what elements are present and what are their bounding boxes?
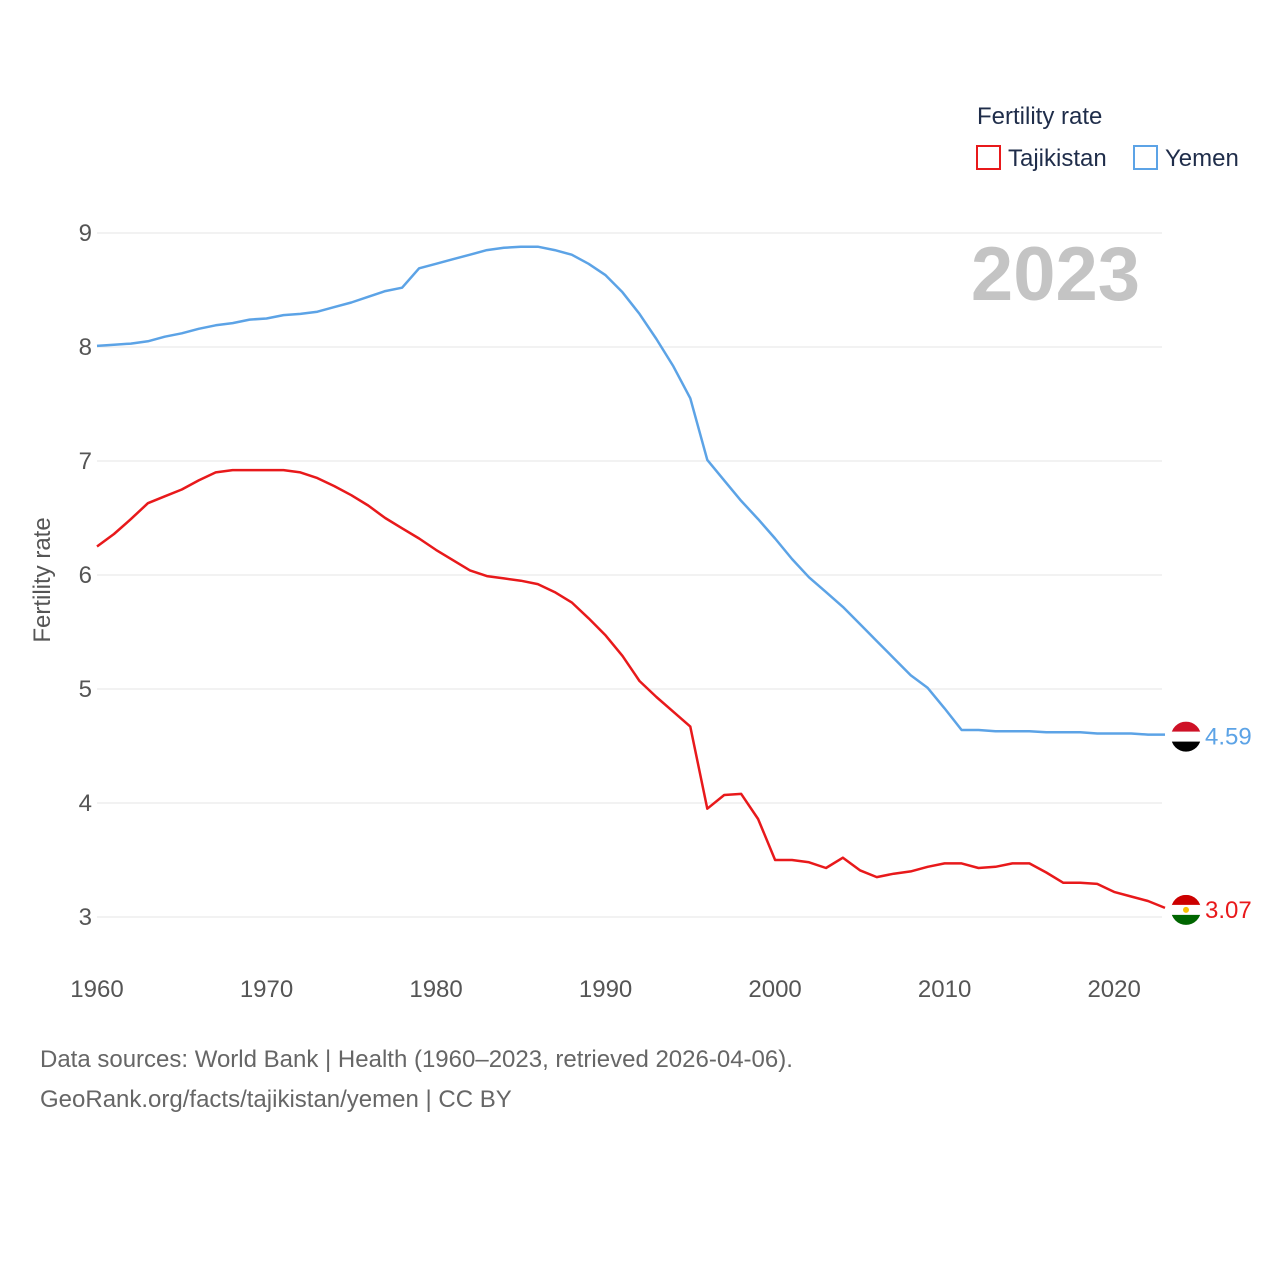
legend-item-tajikistan[interactable]: Tajikistan <box>976 145 1107 172</box>
y-tick-label-4: 4 <box>79 790 92 817</box>
x-tick-label-1960: 1960 <box>70 976 123 1003</box>
source-url-line: GeoRank.org/facts/tajikistan/yemen | CC … <box>40 1086 512 1113</box>
data-sources-line: Data sources: World Bank | Health (1960–… <box>40 1046 793 1073</box>
legend-swatch-tajikistan <box>976 145 1001 170</box>
legend-swatch-yemen <box>1133 145 1158 170</box>
y-tick-label-9: 9 <box>79 220 92 247</box>
x-tick-label-1980: 1980 <box>409 976 462 1003</box>
series-line-yemen <box>96 245 1165 736</box>
year-watermark: 2023 <box>971 232 1140 317</box>
y-axis-title: Fertility rate <box>29 517 56 642</box>
flag-yemen-icon <box>1171 721 1201 752</box>
x-axis-ticks: 1960 1970 1980 1990 2000 2010 2020 <box>70 976 1141 1003</box>
legend-label-yemen: Yemen <box>1165 145 1239 172</box>
x-tick-label-1970: 1970 <box>240 976 293 1003</box>
y-tick-label-3: 3 <box>79 904 92 931</box>
end-marker-tajikistan: 3.07 <box>1171 894 1252 925</box>
x-tick-label-1990: 1990 <box>579 976 632 1003</box>
end-marker-yemen: 4.59 <box>1171 721 1252 752</box>
x-tick-label-2000: 2000 <box>748 976 801 1003</box>
end-value-label-yemen: 4.59 <box>1205 724 1252 751</box>
footer: Data sources: World Bank | Health (1960–… <box>40 1040 793 1120</box>
end-markers: 4.59 3.07 <box>1171 721 1252 925</box>
y-tick-label-6: 6 <box>79 562 92 589</box>
series-line-tajikistan <box>96 468 1166 910</box>
x-tick-label-2020: 2020 <box>1087 976 1140 1003</box>
y-tick-label-8: 8 <box>79 334 92 361</box>
x-tick-label-2010: 2010 <box>918 976 971 1003</box>
legend-item-yemen[interactable]: Yemen <box>1133 145 1239 172</box>
y-tick-label-7: 7 <box>79 448 92 475</box>
flag-tajikistan-icon <box>1171 894 1201 925</box>
fertility-line-chart: 3 4 5 6 7 8 9 1960 1970 1980 1990 2000 2010 2020 Fer… <box>29 103 1252 1003</box>
series-lines <box>96 245 1166 910</box>
legend: Fertility rate Tajikistan Yemen <box>976 103 1239 172</box>
y-axis-ticks: 3 4 5 6 7 8 9 <box>79 220 92 931</box>
end-value-label-tajikistan: 3.07 <box>1205 897 1252 924</box>
legend-title: Fertility rate <box>977 103 1102 130</box>
gridlines <box>97 232 1162 918</box>
y-tick-label-5: 5 <box>79 676 92 703</box>
legend-label-tajikistan: Tajikistan <box>1008 145 1107 172</box>
